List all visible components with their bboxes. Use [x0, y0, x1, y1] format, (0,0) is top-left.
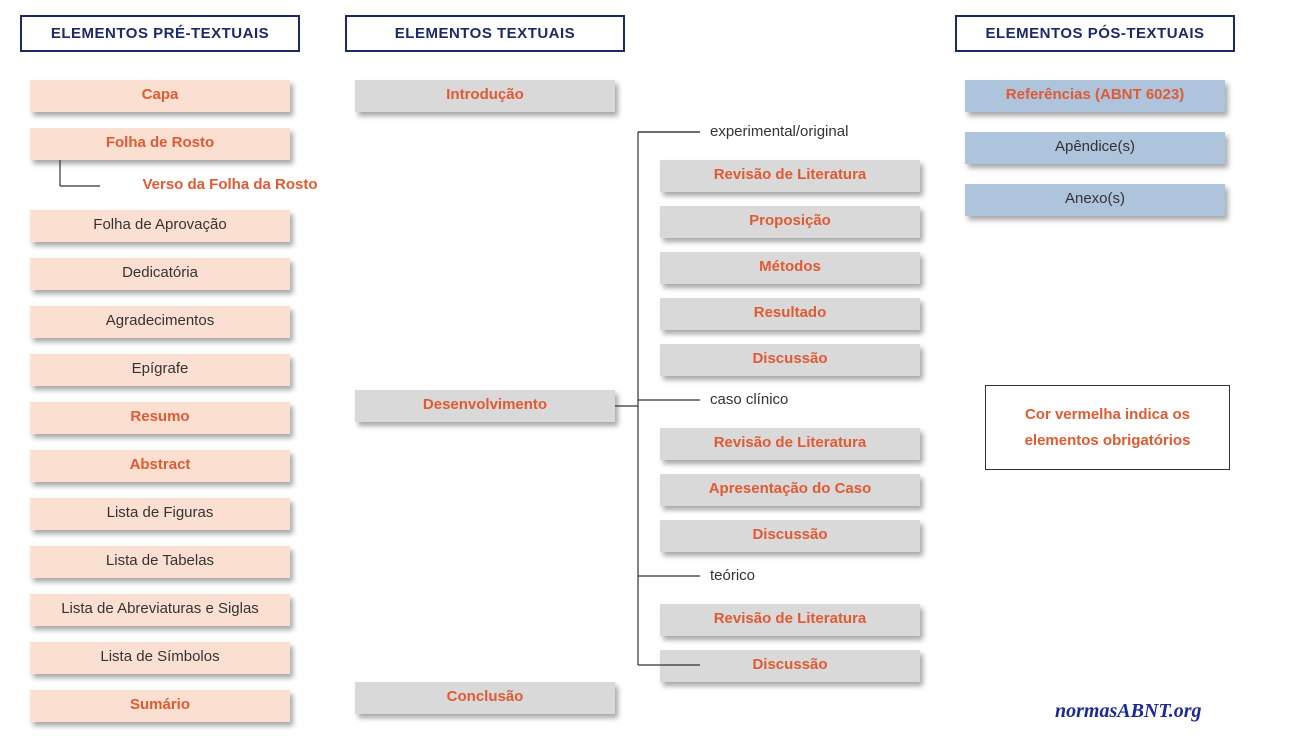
dev-group-label-1: caso clínico — [710, 391, 788, 408]
dev-2-item-1: Discussão — [660, 650, 920, 682]
dev-1-item-0: Revisão de Literatura — [660, 428, 920, 460]
pre-item-1: Folha de Rosto — [30, 128, 290, 160]
dev-0-item-4: Discussão — [660, 344, 920, 376]
dev-group-label-0: experimental/original — [710, 123, 848, 140]
pre-item-2: Verso da Folha da Rosto — [100, 170, 360, 202]
tex-item-1: Desenvolvimento — [355, 390, 615, 422]
watermark: normasABNT.org — [1055, 700, 1202, 723]
dev-group-label-2: teórico — [710, 567, 755, 584]
pre-item-0: Capa — [30, 80, 290, 112]
pos-item-1: Apêndice(s) — [965, 132, 1225, 164]
legend-line1: Cor vermelha indica os — [1004, 402, 1211, 428]
pre-item-13: Sumário — [30, 690, 290, 722]
dev-0-item-3: Resultado — [660, 298, 920, 330]
pre-item-5: Agradecimentos — [30, 306, 290, 338]
pre-item-12: Lista de Símbolos — [30, 642, 290, 674]
pre-item-3: Folha de Aprovação — [30, 210, 290, 242]
header-pos-textuais: ELEMENTOS PÓS-TEXTUAIS — [955, 15, 1235, 52]
dev-2-item-0: Revisão de Literatura — [660, 604, 920, 636]
pre-item-7: Resumo — [30, 402, 290, 434]
pos-item-2: Anexo(s) — [965, 184, 1225, 216]
legend-box: Cor vermelha indica oselementos obrigató… — [985, 385, 1230, 470]
tex-item-0: Introdução — [355, 80, 615, 112]
legend-line2: elementos obrigatórios — [1004, 428, 1211, 454]
pre-item-11: Lista de Abreviaturas e Siglas — [30, 594, 290, 626]
header-pre-textuais: ELEMENTOS PRÉ-TEXTUAIS — [20, 15, 300, 52]
dev-0-item-1: Proposição — [660, 206, 920, 238]
header-textuais: ELEMENTOS TEXTUAIS — [345, 15, 625, 52]
pre-item-10: Lista de Tabelas — [30, 546, 290, 578]
pre-item-9: Lista de Figuras — [30, 498, 290, 530]
pre-item-8: Abstract — [30, 450, 290, 482]
tex-item-2: Conclusão — [355, 682, 615, 714]
dev-0-item-0: Revisão de Literatura — [660, 160, 920, 192]
dev-1-item-1: Apresentação do Caso — [660, 474, 920, 506]
pos-item-0: Referências (ABNT 6023) — [965, 80, 1225, 112]
pre-item-6: Epígrafe — [30, 354, 290, 386]
dev-0-item-2: Métodos — [660, 252, 920, 284]
dev-1-item-2: Discussão — [660, 520, 920, 552]
pre-item-4: Dedicatória — [30, 258, 290, 290]
